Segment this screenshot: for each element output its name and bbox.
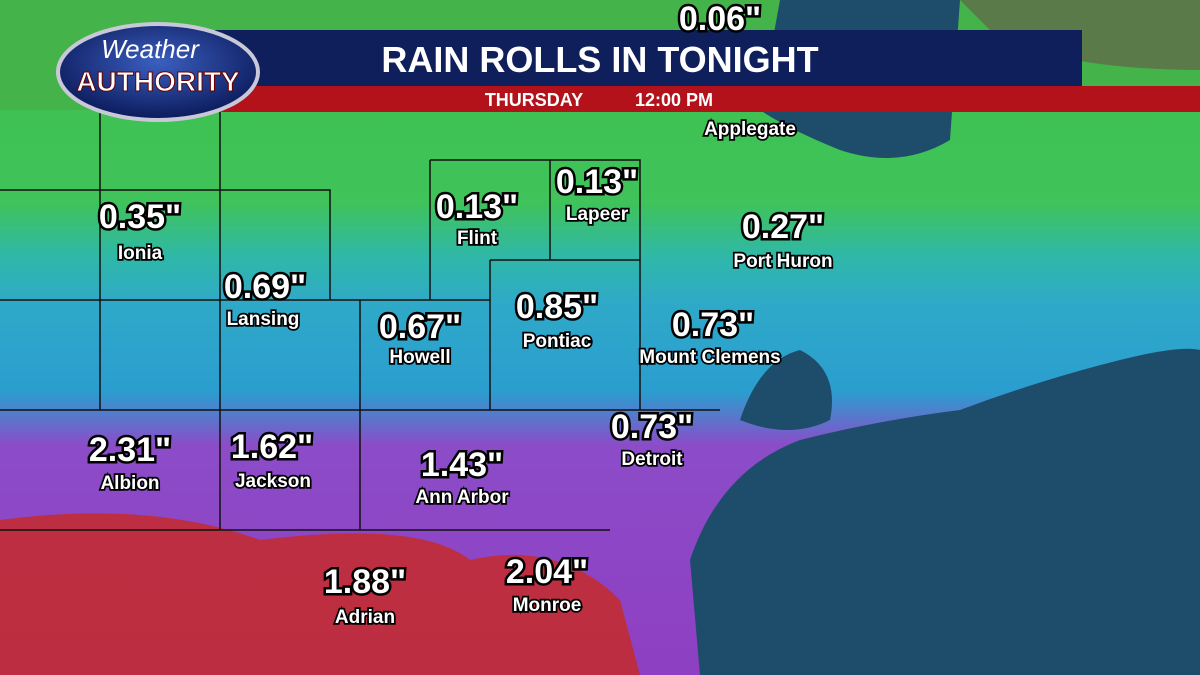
heavy-rain <box>0 513 640 675</box>
place-name: Flint <box>457 228 498 249</box>
lake-st-clair <box>740 350 832 430</box>
rain-amount: 1.88" <box>324 563 406 601</box>
rain-amount: 1.62" <box>231 428 313 466</box>
place-name: Albion <box>100 473 159 494</box>
rain-amount: 0.35" <box>99 198 181 236</box>
place-name: Adrian <box>335 607 395 628</box>
rain-amount: 0.85" <box>516 288 598 326</box>
partial-amount: 0.06" <box>679 0 761 38</box>
place-name: Lapeer <box>566 204 629 225</box>
place-name: Ionia <box>118 243 163 264</box>
place-name: Applegate <box>704 119 796 140</box>
logo-line1: Weather <box>101 34 200 64</box>
place-name: Port Huron <box>733 251 832 272</box>
rain-amount: 2.31" <box>89 431 171 469</box>
subtitle-bar <box>215 86 1200 112</box>
place-name: Jackson <box>235 471 311 492</box>
place-name: Pontiac <box>523 331 592 352</box>
rain-amount: 0.67" <box>379 308 461 346</box>
time: 12:00 PM <box>635 90 713 110</box>
logo-badge <box>56 22 260 122</box>
rain-amount: 0.73" <box>672 306 754 344</box>
rain-amount: 0.13" <box>556 163 638 201</box>
title-bar <box>215 30 1082 86</box>
place-name: Howell <box>389 347 450 368</box>
place-name: Lansing <box>227 309 300 330</box>
place-name: Ann Arbor <box>415 487 509 508</box>
title: RAIN ROLLS IN TONIGHT <box>381 39 818 80</box>
place-name: Detroit <box>621 449 683 470</box>
county-lines <box>0 110 720 531</box>
lake-erie <box>690 348 1200 675</box>
rain-amount: 1.43" <box>421 446 503 484</box>
day: THURSDAY <box>485 90 583 110</box>
rain-amount: 0.69" <box>224 268 306 306</box>
place-name: Mount Clemens <box>639 347 780 368</box>
place-name: Monroe <box>513 595 582 616</box>
rain-amount: 0.73" <box>611 408 693 446</box>
rain-amount: 2.04" <box>506 553 588 591</box>
labels: Applegate0.35"Ionia0.69"Lansing0.13"Flin… <box>86 117 834 630</box>
logo-line2: AUTHORITY <box>76 66 240 97</box>
rain-amount: 0.27" <box>742 208 824 246</box>
rain-amount: 0.13" <box>436 188 518 226</box>
